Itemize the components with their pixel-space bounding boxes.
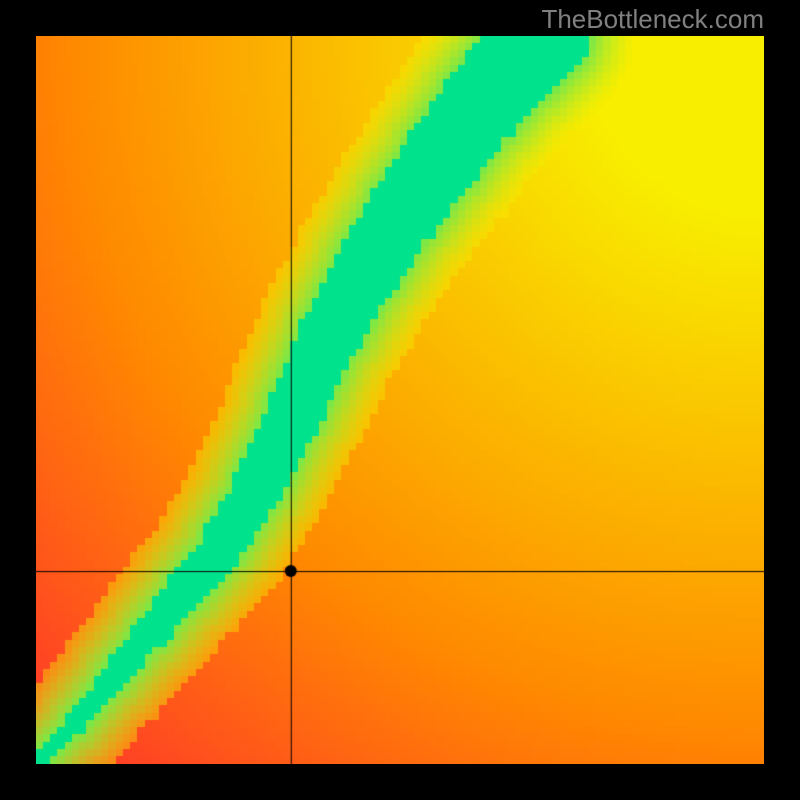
chart-container: TheBottleneck.com: [0, 0, 800, 800]
watermark-text: TheBottleneck.com: [541, 4, 764, 35]
bottleneck-heatmap: [36, 36, 764, 764]
